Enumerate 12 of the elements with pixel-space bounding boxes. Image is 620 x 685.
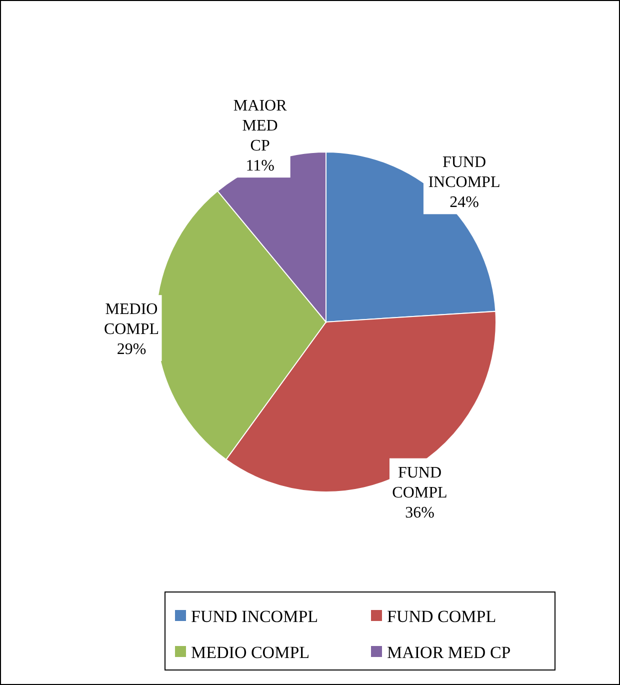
legend-label: FUND INCOMPL: [191, 607, 318, 626]
legend-label: MAIOR MED CP: [387, 643, 511, 662]
data-label: 24%: [450, 194, 479, 212]
data-label: 36%: [405, 504, 434, 522]
slice-label: FUND COMPL: [392, 464, 448, 502]
slice-label: MEDIO COMPL: [104, 301, 160, 338]
data-label: 29%: [116, 341, 146, 358]
legend-label: MEDIO COMPL: [191, 643, 310, 662]
data-label: 11%: [246, 158, 274, 175]
legend-label: FUND COMPL: [387, 607, 496, 626]
slice-label: FUND INCOMPL: [428, 154, 500, 192]
slice-label: MAIOR MED CP: [233, 98, 288, 155]
